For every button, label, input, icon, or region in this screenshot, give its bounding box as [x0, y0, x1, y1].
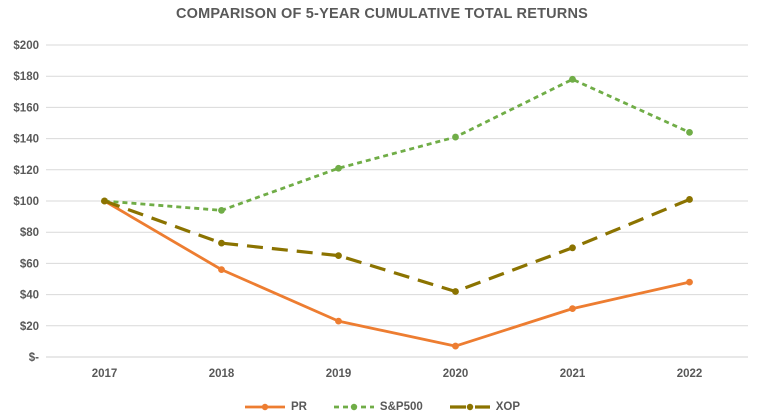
- legend-swatch-line: [449, 403, 490, 411]
- chart-legend: PR S&P500 XOP: [0, 401, 764, 413]
- data-point-pr-2018: [218, 266, 225, 274]
- data-point-xop-2017: [101, 197, 108, 205]
- data-point-pr-2020: [452, 342, 459, 350]
- y-axis-tick-label: $20: [20, 321, 39, 333]
- x-axis-tick-label: 2022: [677, 368, 703, 380]
- y-axis-tick-label: $140: [13, 134, 39, 146]
- y-axis-tick-label: $160: [13, 102, 39, 114]
- data-point-xop-2018: [218, 239, 225, 247]
- y-axis-tick-label: $180: [13, 71, 39, 83]
- x-axis-tick-label: 2021: [560, 368, 586, 380]
- data-point-xop-2021: [569, 244, 576, 252]
- legend-label: XOP: [495, 401, 521, 413]
- data-point-pr-2022: [686, 278, 693, 286]
- y-axis-tick-label: $100: [13, 196, 39, 208]
- data-point-sp500-2021: [569, 75, 576, 83]
- data-point-xop-2019: [335, 252, 342, 259]
- x-axis-tick-label: 2017: [92, 368, 118, 380]
- x-axis-tick-label: 2019: [326, 368, 352, 380]
- legend-label: S&P500: [379, 401, 423, 413]
- chart-title: COMPARISON OF 5-YEAR CUMULATIVE TOTAL RE…: [175, 6, 589, 22]
- data-point-sp500-2018: [218, 206, 225, 214]
- legend-item-pr: PR: [244, 401, 307, 413]
- x-axis-tick-label: 2018: [209, 368, 235, 380]
- y-axis-tick-label: $60: [20, 258, 39, 270]
- data-point-xop-2022: [686, 196, 693, 203]
- y-axis-tick-label: $120: [13, 165, 39, 177]
- legend-swatch-line: [333, 403, 374, 411]
- y-axis-tick-label: $-: [29, 352, 39, 364]
- data-point-sp500-2022: [686, 128, 693, 136]
- data-point-sp500-2020: [452, 133, 459, 141]
- y-axis-tick-label: $80: [20, 227, 39, 239]
- data-point-pr-2021: [569, 305, 576, 313]
- legend-item-sp500: S&P500: [333, 401, 423, 413]
- x-axis-tick-label: 2020: [443, 368, 469, 380]
- y-axis-tick-label: $40: [20, 290, 39, 302]
- data-point-pr-2019: [335, 317, 342, 325]
- data-point-xop-2020: [452, 288, 459, 295]
- series-line-xop: [103, 197, 691, 294]
- data-point-sp500-2019: [335, 164, 342, 172]
- legend-item-xop: XOP: [449, 401, 520, 413]
- series-line-pr: [103, 199, 690, 348]
- series-line-sp500: [104, 77, 691, 212]
- y-axis-tick-label: $200: [13, 40, 39, 52]
- legend-swatch-line: [244, 403, 285, 411]
- legend-label: PR: [290, 401, 307, 413]
